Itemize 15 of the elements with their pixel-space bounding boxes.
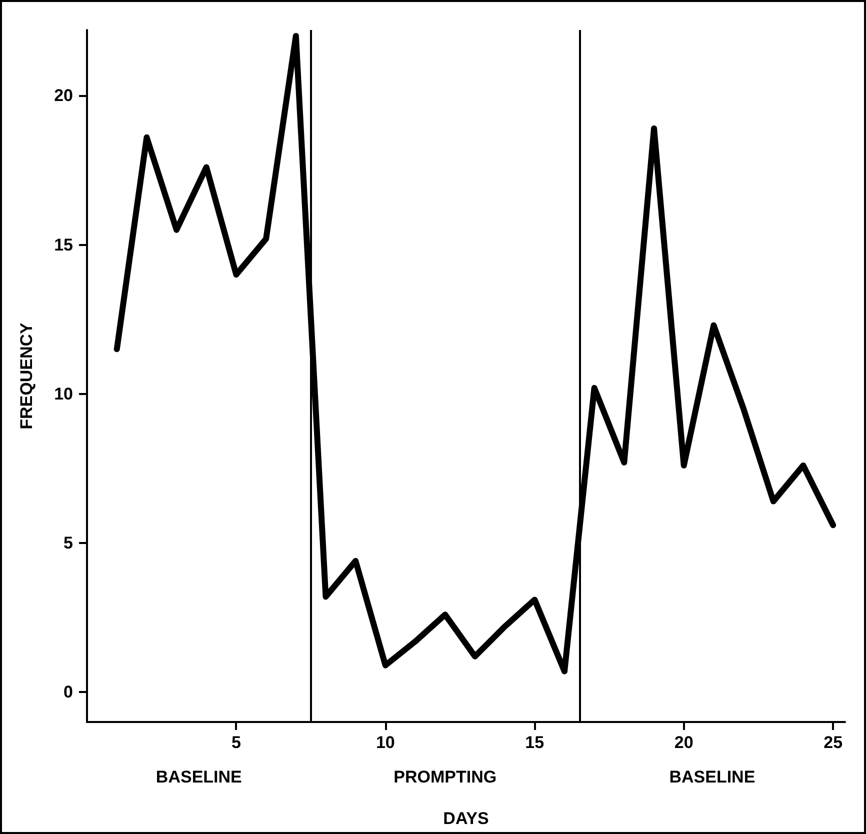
text: PROMPTING: [394, 768, 497, 786]
y-tick-label: 15: [54, 235, 73, 254]
text: BASELINE: [669, 768, 756, 786]
y-tick-label: 5: [64, 534, 73, 553]
x-tick-label: 20: [674, 733, 694, 752]
y-tick-label: 10: [54, 384, 73, 404]
text: BASELINE: [156, 768, 242, 786]
x-tick-label: 5: [231, 733, 241, 752]
y-tick-label: 20: [54, 86, 73, 106]
x-tick-label: 10: [376, 733, 395, 752]
y-axis-title: FREQUENCY: [17, 322, 36, 430]
x-tick-label: 15: [525, 733, 544, 752]
x-axis-title: DAYS: [443, 809, 489, 828]
x-tick-label: 25: [824, 733, 843, 752]
y-tick-label: 0: [64, 682, 73, 702]
